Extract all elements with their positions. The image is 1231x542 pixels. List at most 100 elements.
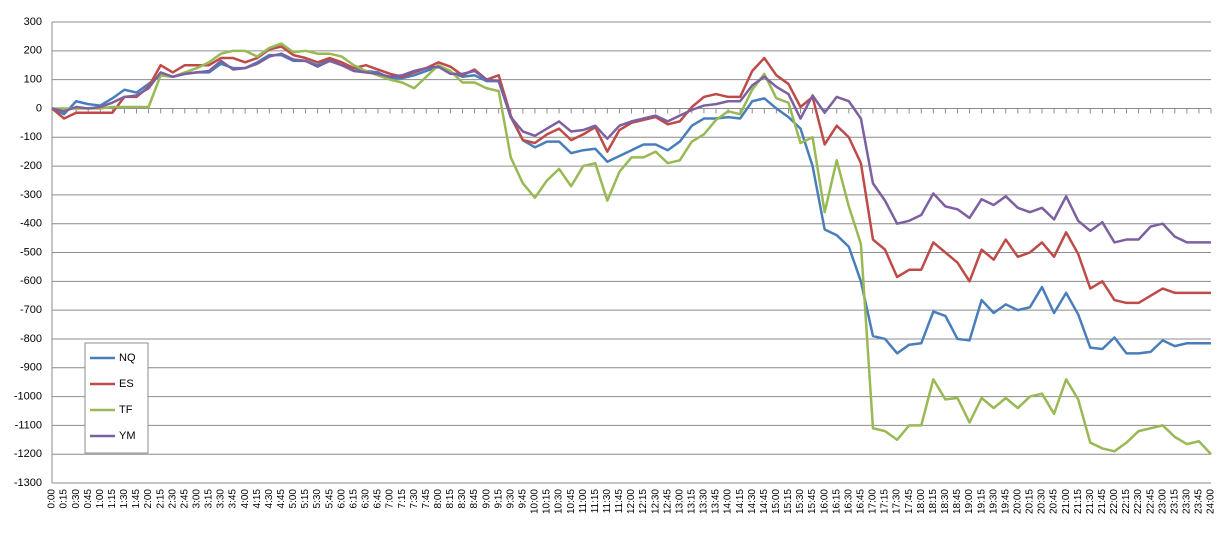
x-tick-label: 10:15 <box>542 489 553 514</box>
y-tick-label: -400 <box>20 218 42 230</box>
x-tick-label: 16:45 <box>856 489 867 514</box>
x-tick-label: 24:00 <box>1206 489 1217 514</box>
x-tick-label: 2:15 <box>155 489 166 509</box>
y-tick-label: 200 <box>24 45 42 57</box>
x-tick-label: 15:15 <box>783 489 794 514</box>
x-tick-label: 3:00 <box>192 489 203 509</box>
x-tick-label: 14:30 <box>747 489 758 514</box>
x-tick-label: 16:00 <box>819 489 830 514</box>
x-tick-label: 12:45 <box>662 489 673 514</box>
x-tick-label: 21:15 <box>1073 489 1084 514</box>
legend-label: NQ <box>119 352 136 364</box>
x-tick-label: 14:15 <box>735 489 746 514</box>
x-tick-label: 10:45 <box>566 489 577 514</box>
x-tick-label: 14:00 <box>723 489 734 514</box>
y-tick-label: -300 <box>20 189 42 201</box>
x-tick-label: 3:45 <box>228 489 239 509</box>
x-tick-label: 23:15 <box>1169 489 1180 514</box>
x-tick-label: 5:30 <box>312 489 323 509</box>
x-tick-label: 8:15 <box>445 489 456 509</box>
x-tick-label: 2:30 <box>167 489 178 509</box>
series-line <box>51 45 1211 305</box>
x-tick-label: 0:45 <box>83 489 94 509</box>
x-tick-label: 8:45 <box>469 489 480 509</box>
x-tick-label: 23:00 <box>1157 489 1168 514</box>
x-tick-label: 1:00 <box>95 489 106 509</box>
x-tick-label: 13:15 <box>687 489 698 514</box>
y-tick-label: -600 <box>20 275 42 287</box>
x-tick-label: 10:30 <box>554 489 565 514</box>
series-line <box>51 53 1211 355</box>
x-tick-label: 9:30 <box>505 489 516 509</box>
x-tick-label: 15:30 <box>795 489 806 514</box>
x-tick-label: 19:45 <box>1000 489 1011 514</box>
x-tick-label: 12:15 <box>638 489 649 514</box>
series-line <box>51 52 1211 244</box>
x-tick-label: 11:30 <box>602 489 613 514</box>
legend-label: TF <box>119 404 133 416</box>
x-tick-label: 17:00 <box>868 489 879 514</box>
legend-label: ES <box>119 378 134 390</box>
x-tick-label: 20:15 <box>1025 489 1036 514</box>
x-tick-label: 22:15 <box>1121 489 1132 514</box>
x-tick-label: 9:45 <box>517 489 528 509</box>
x-tick-label: 4:45 <box>276 489 287 509</box>
x-tick-label: 22:30 <box>1133 489 1144 514</box>
x-tick-label: 20:00 <box>1012 489 1023 514</box>
x-tick-label: 4:15 <box>252 489 263 509</box>
x-tick-label: 17:30 <box>892 489 903 514</box>
x-tick-label: 13:00 <box>674 489 685 514</box>
y-tick-label: 100 <box>24 74 42 86</box>
x-tick-label: 2:00 <box>143 489 154 509</box>
x-tick-label: 6:30 <box>361 489 372 509</box>
x-tick-label: 7:15 <box>397 489 408 509</box>
y-tick-label: -800 <box>20 333 42 345</box>
x-tick-label: 9:15 <box>493 489 504 509</box>
x-tick-label: 23:45 <box>1194 489 1205 514</box>
y-tick-label: -200 <box>20 160 42 172</box>
x-tick-label: 4:30 <box>264 489 275 509</box>
x-tick-label: 5:15 <box>300 489 311 509</box>
x-tick-label: 11:45 <box>614 489 625 514</box>
legend-box <box>84 342 149 454</box>
x-tick-label: 21:45 <box>1097 489 1108 514</box>
x-tick-label: 16:30 <box>843 489 854 514</box>
x-tick-label: 7:30 <box>409 489 420 509</box>
y-tick-label: -900 <box>20 362 42 374</box>
x-tick-label: 6:15 <box>348 489 359 509</box>
y-tick-label: -700 <box>20 304 42 316</box>
x-tick-label: 15:45 <box>807 489 818 514</box>
x-tick-label: 20:30 <box>1037 489 1048 514</box>
x-tick-label: 13:45 <box>711 489 722 514</box>
y-tick-label: 300 <box>24 16 42 28</box>
x-tick-label: 5:45 <box>324 489 335 509</box>
x-tick-label: 8:30 <box>457 489 468 509</box>
x-tick-label: 0:15 <box>59 489 70 509</box>
x-tick-label: 6:00 <box>336 489 347 509</box>
x-tick-label: 11:15 <box>590 489 601 514</box>
legend-label: YM <box>119 430 136 442</box>
x-tick-label: 23:30 <box>1181 489 1192 514</box>
x-tick-label: 21:30 <box>1085 489 1096 514</box>
x-tick-label: 19:15 <box>976 489 987 514</box>
x-tick-label: 14:45 <box>759 489 770 514</box>
x-tick-label: 8:00 <box>433 489 444 509</box>
x-tick-label: 5:00 <box>288 489 299 509</box>
x-tick-label: 11:00 <box>578 489 589 514</box>
x-tick-label: 3:15 <box>204 489 215 509</box>
series-line <box>52 42 1212 456</box>
x-tick-label: 0:00 <box>47 489 58 509</box>
x-tick-label: 1:15 <box>107 489 118 509</box>
x-tick-label: 7:00 <box>385 489 396 509</box>
y-tick-label: -1100 <box>15 419 42 431</box>
x-tick-label: 19:00 <box>964 489 975 514</box>
x-tick-label: 21:00 <box>1061 489 1072 514</box>
x-tick-label: 0:30 <box>71 489 82 509</box>
y-tick-label: 0 <box>36 102 42 114</box>
x-tick-label: 22:45 <box>1145 489 1156 514</box>
x-tick-label: 12:00 <box>626 489 637 514</box>
y-tick-label: -500 <box>20 246 42 258</box>
x-tick-label: 20:45 <box>1049 489 1060 514</box>
x-tick-label: 17:45 <box>904 489 915 514</box>
